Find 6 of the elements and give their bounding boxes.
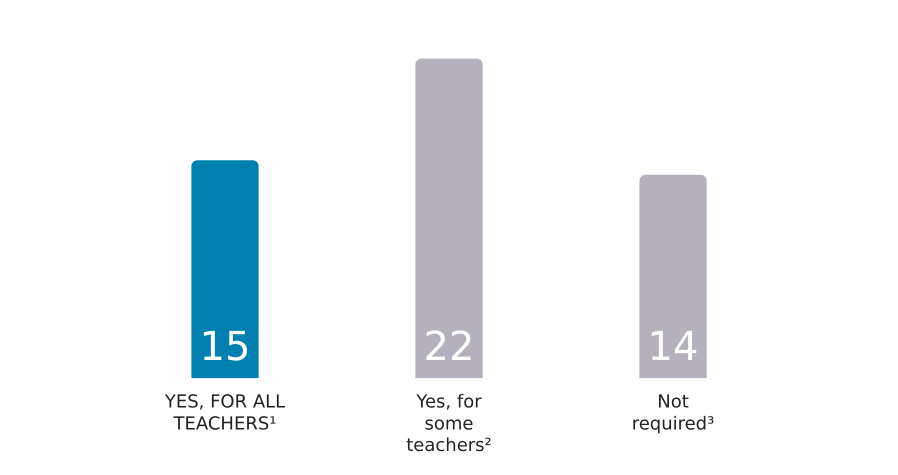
x-tick-label: Not required³ [632, 392, 714, 434]
x-tick-label: Yes, for some teachers² [406, 392, 492, 456]
data-label: 22 [424, 324, 474, 370]
x-tick-label: YES, FOR ALL TEACHERS¹ [164, 392, 286, 434]
data-label: 15 [200, 324, 250, 370]
data-label: 14 [648, 324, 698, 370]
